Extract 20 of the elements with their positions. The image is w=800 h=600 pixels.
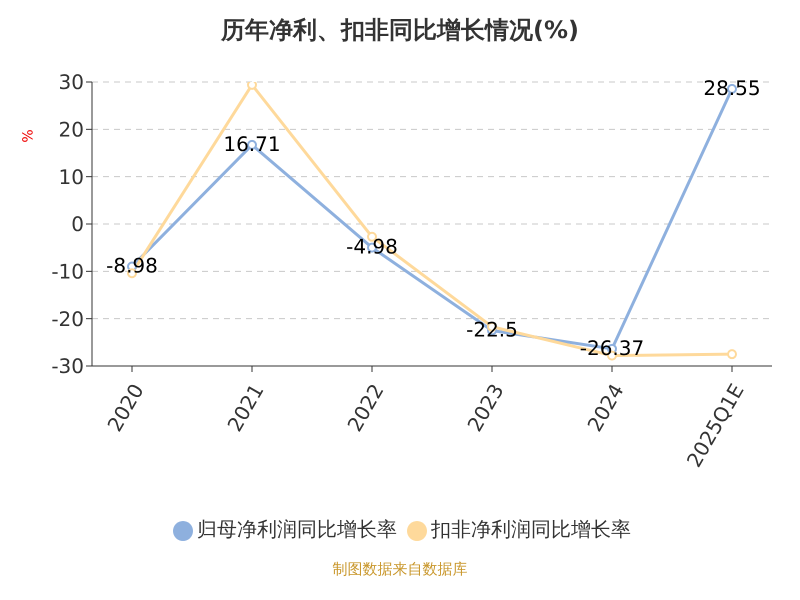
- y-tick-label: 30: [58, 70, 84, 94]
- y-tick-label: 10: [58, 164, 84, 189]
- legend-label: 扣非净利润同比增长率: [431, 517, 631, 541]
- data-label: -26.37: [580, 336, 644, 360]
- data-label: 28.55: [703, 76, 761, 100]
- data-label: -8.98: [106, 254, 158, 278]
- text: 制图数据来自数据库: [332, 560, 468, 579]
- data-label: -4.98: [346, 234, 398, 259]
- point: [247, 82, 257, 90]
- y-tick-label: -20: [51, 306, 84, 331]
- chart-title: 历年净利、扣非同比增长情况(%): [220, 15, 580, 46]
- y-tick-label: 0: [71, 212, 84, 236]
- point: [727, 349, 737, 360]
- legend-label: 归母净利润同比增长率: [197, 517, 397, 541]
- y-tick-label: -30: [51, 354, 84, 378]
- y-axis-title: %: [20, 129, 37, 143]
- y-tick-label: 20: [58, 117, 84, 142]
- data-label: 16.71: [223, 132, 281, 156]
- y-tick-label: -10: [51, 259, 84, 284]
- data-label: -22.5: [466, 318, 518, 342]
